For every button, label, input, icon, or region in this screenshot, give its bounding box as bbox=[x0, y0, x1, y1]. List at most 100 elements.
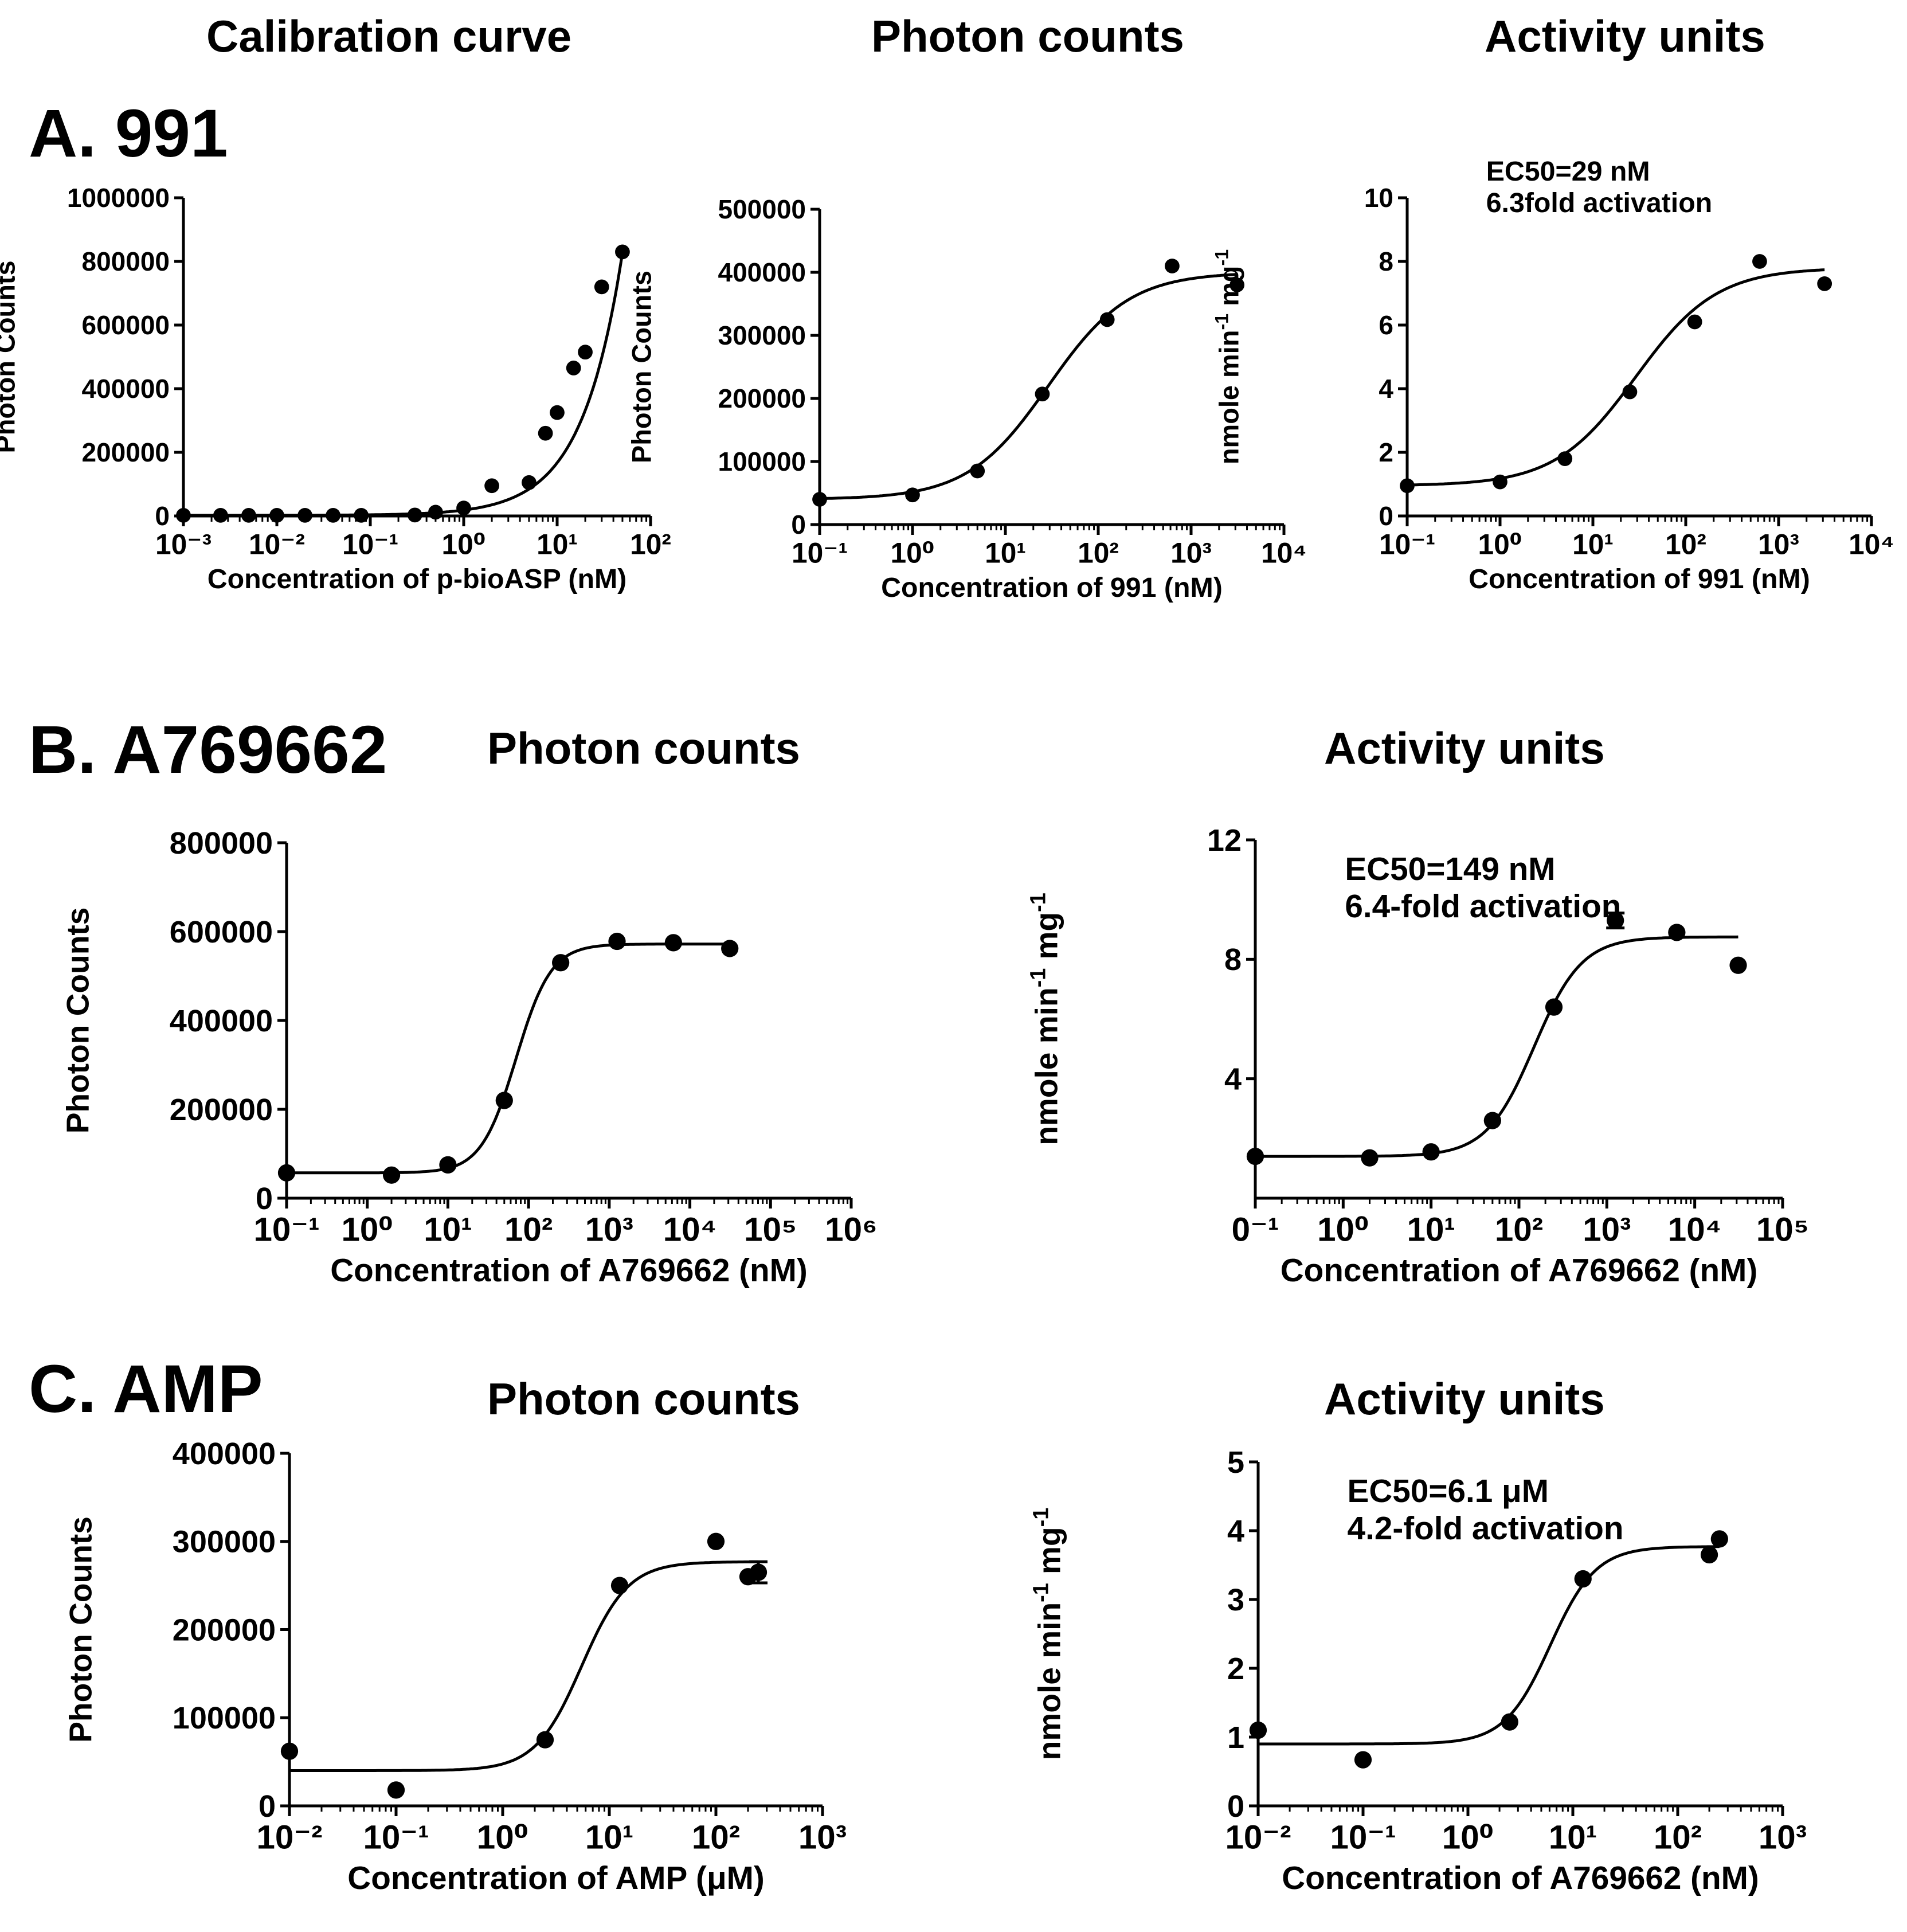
y-tick-label: 400000 bbox=[718, 257, 806, 287]
x-tick-label: 10⁰ bbox=[890, 537, 934, 569]
row-b-activity-title: Activity units bbox=[1324, 723, 1605, 773]
data-point bbox=[1574, 1570, 1592, 1588]
data-point bbox=[1354, 1751, 1372, 1769]
data-point bbox=[297, 508, 312, 523]
x-tick-label: 10⁰ bbox=[441, 528, 485, 560]
data-point bbox=[1710, 1530, 1728, 1548]
data-point bbox=[326, 508, 341, 523]
fit-curve bbox=[820, 273, 1238, 500]
x-tick-label: 10⁴ bbox=[1668, 1211, 1722, 1249]
x-axis-label: Concentration of 991 (nM) bbox=[881, 572, 1223, 603]
x-tick-label: 10⁻¹ bbox=[363, 1819, 429, 1856]
y-tick-label: 0 bbox=[155, 501, 170, 531]
data-point bbox=[610, 1577, 629, 1594]
data-point bbox=[1622, 384, 1638, 400]
fit-curve bbox=[183, 252, 624, 517]
data-point bbox=[1501, 1713, 1518, 1731]
data-point bbox=[1729, 956, 1747, 974]
x-tick-label: 10⁻¹ bbox=[1330, 1819, 1396, 1856]
y-tick-label: 200000 bbox=[82, 437, 170, 467]
x-tick-label: 10⁻¹ bbox=[1379, 528, 1435, 560]
data-point bbox=[439, 1156, 457, 1174]
data-point bbox=[176, 508, 191, 523]
fit-curve bbox=[287, 942, 730, 1175]
data-point bbox=[721, 940, 739, 957]
data-point bbox=[1607, 912, 1624, 929]
x-tick-label: 10³ bbox=[1583, 1211, 1631, 1249]
y-axis-label: nmole min-1 mg-1 bbox=[1026, 893, 1064, 1145]
data-point bbox=[1483, 1112, 1501, 1129]
data-point bbox=[538, 425, 553, 441]
x-tick-label: 10¹ bbox=[1572, 528, 1614, 560]
y-axis-label: Photon Counts bbox=[62, 1516, 98, 1743]
y-tick-label: 800000 bbox=[170, 826, 273, 861]
y-tick-label: 4 bbox=[1379, 374, 1393, 404]
y-tick-label: 400000 bbox=[82, 374, 170, 404]
data-point bbox=[1400, 478, 1415, 494]
fit-curve bbox=[289, 1560, 758, 1772]
y-tick-label: 600000 bbox=[82, 310, 170, 340]
y-tick-label: 600000 bbox=[170, 915, 273, 949]
data-point bbox=[1687, 314, 1702, 330]
data-point bbox=[970, 463, 985, 479]
y-tick-label: 200000 bbox=[173, 1613, 276, 1647]
x-tick-label: 10¹ bbox=[537, 528, 578, 560]
x-tick-label: 10² bbox=[1665, 528, 1706, 560]
y-tick-label: 100000 bbox=[173, 1701, 276, 1735]
data-point bbox=[594, 279, 609, 295]
row-b-photon-title: Photon counts bbox=[487, 723, 800, 773]
x-tick-label: 10⁵ bbox=[744, 1211, 797, 1249]
x-tick-label: 10⁰ bbox=[1442, 1819, 1494, 1856]
y-tick-label: 200000 bbox=[718, 384, 806, 413]
x-tick-label: 10¹ bbox=[424, 1211, 472, 1249]
y-axis-label: Photon Counts bbox=[60, 908, 95, 1134]
column-title-activity: Activity units bbox=[1485, 11, 1765, 61]
y-tick-label: 1 bbox=[1227, 1720, 1244, 1755]
y-axis-label: nmole min-1 mg-1 bbox=[1029, 1508, 1067, 1761]
data-point bbox=[1668, 924, 1686, 941]
data-point bbox=[1545, 998, 1563, 1016]
annotation: EC50=6.1 μM bbox=[1348, 1473, 1549, 1509]
x-tick-label: 10² bbox=[1078, 537, 1119, 569]
x-axis-label: Concentration of A769662 (nM) bbox=[1282, 1860, 1759, 1896]
y-tick-label: 300000 bbox=[173, 1525, 276, 1559]
y-tick-label: 300000 bbox=[718, 320, 806, 350]
data-point bbox=[1422, 1143, 1440, 1161]
data-point bbox=[354, 508, 369, 523]
x-tick-label: 10³ bbox=[1170, 537, 1212, 569]
column-title-photon: Photon counts bbox=[871, 11, 1184, 61]
annotation: EC50=29 nM bbox=[1486, 156, 1650, 187]
annotation: 4.2-fold activation bbox=[1348, 1511, 1624, 1547]
x-axis-label: Concentration of AMP (μM) bbox=[347, 1860, 764, 1896]
data-point bbox=[566, 361, 581, 376]
x-tick-label: 10⁰ bbox=[1478, 528, 1522, 560]
y-axis-label: Photon Counts bbox=[627, 271, 657, 463]
data-point bbox=[280, 1742, 299, 1760]
annotation: 6.3fold activation bbox=[1486, 187, 1713, 218]
data-point bbox=[1493, 474, 1507, 490]
x-tick-label: 0⁻¹ bbox=[1232, 1211, 1279, 1249]
row-label-c: C. AMP bbox=[29, 1351, 263, 1427]
data-point bbox=[1165, 259, 1180, 273]
data-point bbox=[707, 1532, 725, 1550]
data-point bbox=[1249, 1721, 1267, 1739]
data-point bbox=[382, 1166, 401, 1184]
x-axis-label: Concentration of p-bioASP (nM) bbox=[207, 564, 627, 595]
x-tick-label: 10¹ bbox=[585, 1819, 633, 1856]
x-tick-label: 10⁰ bbox=[477, 1819, 528, 1856]
annotation: 6.4-fold activation bbox=[1345, 889, 1621, 925]
data-point bbox=[615, 244, 630, 260]
x-axis-label: Concentration of 991 (nM) bbox=[1469, 564, 1810, 595]
y-tick-label: 8 bbox=[1224, 942, 1242, 977]
y-tick-label: 400000 bbox=[170, 1004, 273, 1038]
row-label-a: A. 991 bbox=[29, 96, 228, 171]
y-tick-label: 12 bbox=[1207, 823, 1242, 858]
x-tick-label: 10¹ bbox=[1407, 1211, 1455, 1249]
data-point bbox=[552, 954, 570, 972]
data-point bbox=[484, 478, 499, 494]
y-tick-label: 2 bbox=[1379, 437, 1393, 467]
data-point bbox=[1752, 254, 1767, 269]
